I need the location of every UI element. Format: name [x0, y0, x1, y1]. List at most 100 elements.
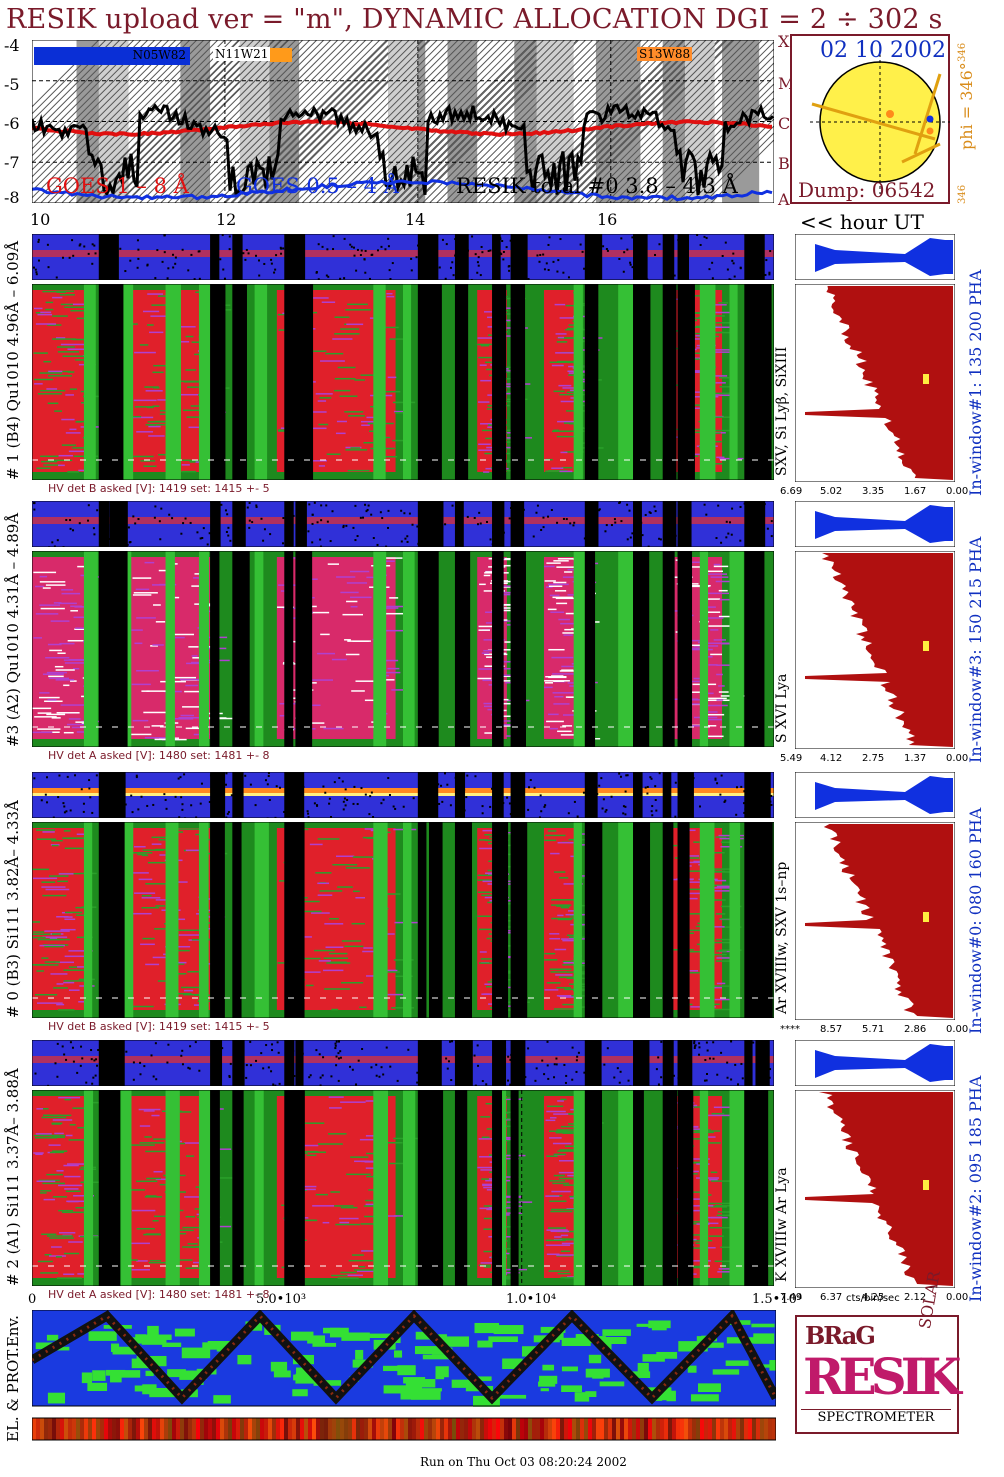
heat-speckle: [176, 929, 202, 932]
hour-unit: << hour UT: [800, 210, 924, 234]
strip-noise: [181, 1049, 184, 1052]
heat-speckle: [695, 335, 702, 337]
env-bar-cell: [404, 1418, 408, 1440]
heat-speckle: [346, 600, 358, 603]
strip-noise: [56, 539, 59, 542]
strip-noise: [34, 268, 37, 271]
strip-noise: [544, 804, 547, 807]
strip-noise: [174, 795, 177, 798]
heat-speckle: [705, 642, 730, 645]
heat-speckle: [129, 323, 138, 325]
strip-noise: [181, 808, 184, 811]
heat-speckle: [172, 676, 197, 679]
env-bar-cell: [492, 1418, 496, 1440]
heat-speckle: [131, 629, 143, 631]
strip-noise: [344, 788, 347, 791]
strip-noise: [739, 505, 742, 508]
strip-noise: [400, 509, 403, 512]
heat-speckle: [477, 891, 503, 893]
heat-speckle: [57, 351, 79, 353]
heat-speckle: [185, 727, 209, 730]
strip-noise: [489, 249, 492, 252]
hatch-line: [570, 40, 735, 203]
heat-speckle: [334, 333, 360, 335]
strip-noise: [228, 1074, 231, 1077]
page-title: RESIK upload ver = "m", DYNAMIC ALLOCATI…: [6, 4, 943, 35]
env-bar-cell: [356, 1418, 360, 1440]
strip-noise: [180, 532, 183, 535]
heat-speckle: [347, 303, 368, 306]
heat-speckle: [353, 890, 360, 893]
strip-noise: [610, 795, 613, 798]
strip-noise: [248, 501, 251, 504]
heat-speckle: [133, 455, 154, 458]
env-bar-cell: [420, 1418, 424, 1440]
strip-noise: [451, 261, 454, 264]
env-green-blob: [751, 1323, 775, 1328]
heat-speckle: [51, 1136, 65, 1139]
heat-speckle: [340, 1101, 366, 1103]
strip-gap: [284, 1040, 295, 1086]
strip-noise: [466, 515, 469, 518]
strip-noise: [505, 246, 508, 249]
strip-noise: [703, 503, 706, 506]
env-bar-cell: [36, 1418, 40, 1440]
strip-noise: [53, 545, 56, 547]
heat-speckle: [332, 863, 358, 866]
heat-speckle: [563, 634, 573, 636]
env-bar-cell: [240, 1418, 244, 1440]
strip-noise: [339, 277, 342, 280]
strip-noise: [657, 1056, 660, 1059]
strip-noise: [201, 536, 204, 539]
heat-gap: [109, 822, 125, 1018]
heat-speckle: [304, 611, 330, 614]
strip-noise: [81, 1057, 84, 1060]
strip-gap: [662, 1040, 674, 1086]
heat-speckle: [544, 680, 570, 682]
strip-noise: [182, 522, 185, 525]
heat-speckle: [52, 1150, 68, 1152]
strip-noise: [356, 248, 359, 251]
heat-speckle: [479, 951, 487, 953]
pha-shape: [815, 776, 953, 814]
strip-noise: [705, 1073, 708, 1076]
strip-noise: [226, 812, 229, 815]
heat-speckle: [481, 429, 499, 432]
heat-gap: [510, 551, 526, 747]
strip-noise: [375, 1063, 378, 1066]
strip-noise: [220, 503, 223, 506]
heat-speckle: [188, 646, 199, 648]
strip-noise: [721, 254, 724, 257]
heat-green-col: [699, 1090, 709, 1286]
heat-speckle: [143, 1110, 155, 1112]
strip-noise: [605, 809, 608, 812]
heat-speckle: [67, 348, 94, 351]
heat-speckle: [50, 620, 70, 622]
env-bar-cell: [548, 1418, 552, 1440]
strip-noise: [449, 266, 452, 269]
strip-gap: [295, 501, 307, 547]
heat-speckle: [359, 1138, 385, 1141]
strip-noise: [246, 506, 249, 509]
strip-gap: [633, 772, 643, 818]
heat-speckle: [44, 945, 64, 948]
env-bar-cell: [156, 1418, 160, 1440]
heat-speckle: [707, 416, 733, 418]
heat-speckle: [714, 1260, 738, 1263]
strip-noise: [197, 250, 200, 253]
heat-speckle: [42, 894, 67, 897]
heat-speckle: [32, 731, 53, 734]
strip-noise: [352, 246, 355, 249]
strip-noise: [372, 816, 375, 818]
strip-noise: [91, 811, 94, 814]
env-green-blob: [498, 1394, 527, 1399]
heat-speckle: [579, 1006, 589, 1008]
heat-speckle: [58, 1209, 73, 1212]
heat-speckle: [63, 1164, 79, 1167]
heat-speckle: [708, 664, 718, 666]
strip-noise: [556, 270, 559, 273]
heat-speckle: [36, 1180, 56, 1183]
strip-noise: [573, 800, 576, 803]
strip-noise: [224, 783, 227, 786]
heat-green-col: [729, 822, 741, 1018]
